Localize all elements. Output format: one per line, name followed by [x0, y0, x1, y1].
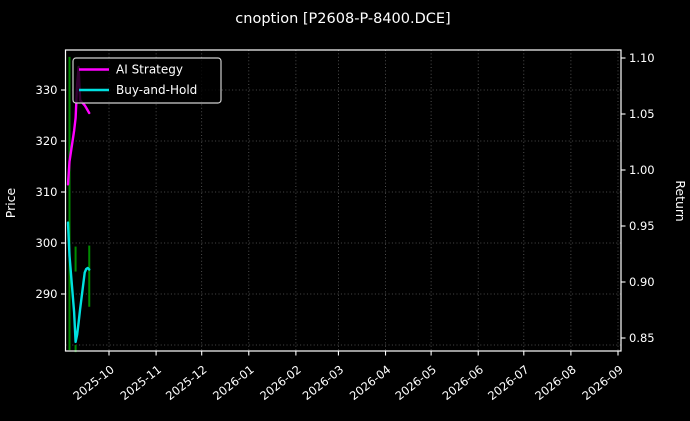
date-tick-label: 2025-12 — [163, 362, 209, 403]
axis-ticks — [61, 57, 626, 356]
date-tick-label: 2026-04 — [347, 362, 393, 403]
axis-tick-labels: 330 320 310 300 290 1.10 1.05 1.00 0.95 0.90 0.85 2… — [36, 51, 655, 403]
price-tick-label: 310 — [36, 185, 58, 199]
return-tick-label: 1.00 — [629, 163, 655, 177]
legend-label: Buy-and-Hold — [116, 83, 197, 97]
data-series — [66, 65, 91, 344]
chart-title: cnoption [P2608-P-8400.DCE] — [235, 11, 450, 27]
price-tick-label: 300 — [36, 236, 58, 250]
date-tick-label: 2026-06 — [440, 362, 486, 403]
return-tick-label: 0.90 — [629, 275, 655, 289]
date-tick-label: 2026-07 — [485, 362, 531, 403]
date-tick-label: 2026-02 — [257, 362, 303, 403]
price-tick-label: 290 — [36, 287, 58, 301]
date-tick-label: 2026-03 — [300, 362, 346, 403]
legend: AI Strategy Buy-and-Hold — [72, 57, 222, 104]
trade-marker-lines — [68, 56, 91, 353]
date-tick-label: 2025-10 — [70, 362, 116, 403]
price-tick-label: 320 — [36, 134, 58, 148]
date-tick-label: 2026-01 — [210, 362, 256, 403]
plot-border — [64, 49, 622, 352]
return-tick-label: 0.85 — [629, 331, 655, 345]
return-tick-label: 1.05 — [629, 107, 655, 121]
legend-label: AI Strategy — [116, 63, 183, 77]
price-axis-label: Price — [3, 187, 18, 218]
date-tick-label: 2026-05 — [392, 362, 438, 403]
date-tick-label: 2026-09 — [579, 362, 625, 403]
return-axis-label: Return — [673, 180, 688, 221]
date-tick-label: 2025-11 — [117, 362, 163, 403]
price-tick-label: 330 — [36, 83, 58, 97]
series-line-buy-and-hold — [66, 221, 91, 344]
return-tick-label: 1.10 — [629, 51, 655, 65]
return-tick-label: 0.95 — [629, 219, 655, 233]
date-tick-label: 2026-08 — [532, 362, 578, 403]
grid-lines — [65, 50, 621, 351]
legend-box — [72, 57, 222, 104]
